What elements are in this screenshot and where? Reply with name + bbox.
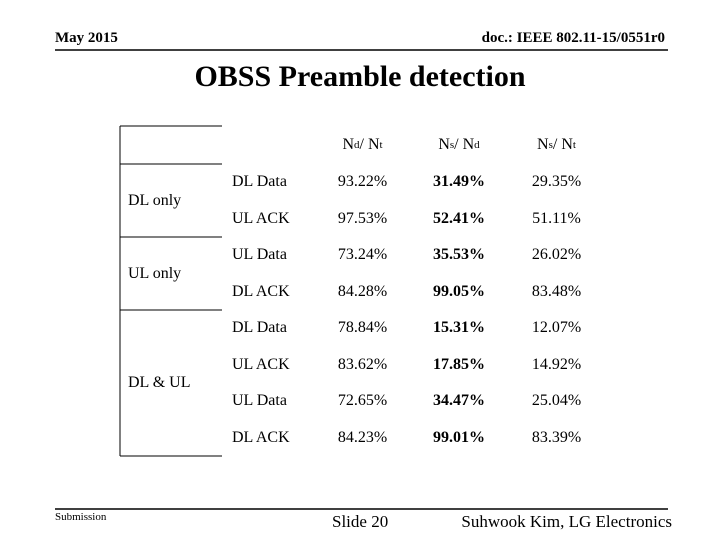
footer-right: Suhwook Kim, LG Electronics <box>461 512 672 531</box>
value-cell: 83.62% <box>337 355 388 373</box>
row-label: DL ACK <box>232 428 290 446</box>
value-cell: 25.04% <box>531 392 582 410</box>
subscript: s <box>548 139 553 151</box>
header-text: / N <box>552 136 573 153</box>
value-cell: 26.02% <box>531 246 582 264</box>
group-label: DL & UL <box>128 374 191 391</box>
group-label: DL only <box>128 191 182 209</box>
value-cell: 99.01% <box>433 428 485 446</box>
value-cell: 73.24% <box>337 246 388 264</box>
value-cell: 97.53% <box>337 209 388 227</box>
header-text: N <box>537 136 549 153</box>
value-cell: 29.35% <box>531 173 582 191</box>
footer-left: Submission <box>55 511 107 523</box>
slide-number: Slide 20 <box>332 512 389 531</box>
value-cell: 17.85% <box>433 355 485 373</box>
value-cell: 84.28% <box>337 282 388 300</box>
row-label: DL Data <box>232 173 287 191</box>
title: OBSS Preamble detection <box>194 60 526 93</box>
header-text: N <box>342 136 354 153</box>
value-cell: 35.53% <box>433 246 485 264</box>
row-label: UL ACK <box>232 209 290 227</box>
row-label: UL Data <box>232 246 287 264</box>
header-text: / N <box>454 136 475 153</box>
value-cell: 72.65% <box>337 392 388 410</box>
value-cell: 31.49% <box>433 173 485 191</box>
value-cell: 83.48% <box>531 282 582 300</box>
value-cell: 83.39% <box>531 428 582 446</box>
row-label: DL ACK <box>232 282 290 300</box>
value-cell: 14.92% <box>531 355 582 373</box>
subscript: s <box>449 139 455 151</box>
value-cell: 12.07% <box>531 319 582 337</box>
value-cell: 93.22% <box>337 173 388 191</box>
value-cell: 84.23% <box>337 428 388 446</box>
subscript: d <box>354 139 360 151</box>
row-label: UL Data <box>232 392 287 410</box>
value-cell: 78.84% <box>337 319 388 337</box>
row-label: UL ACK <box>232 355 290 373</box>
date: May 2015 <box>55 30 118 46</box>
doc-id: doc.: IEEE 802.11-15/0551r0 <box>481 30 665 46</box>
subscript: t <box>379 139 383 151</box>
header-text: N <box>438 136 450 153</box>
value-cell: 52.41% <box>433 209 485 227</box>
subscript: d <box>474 139 480 151</box>
header-text: / N <box>359 136 380 153</box>
value-cell: 99.05% <box>433 282 485 300</box>
row-label: DL Data <box>232 319 287 337</box>
subscript: t <box>572 139 576 151</box>
table-lines <box>119 125 222 457</box>
value-cell: 34.47% <box>433 392 485 410</box>
value-cell: 15.31% <box>433 319 485 337</box>
value-cell: 51.11% <box>532 209 581 227</box>
group-label: UL only <box>128 264 182 282</box>
